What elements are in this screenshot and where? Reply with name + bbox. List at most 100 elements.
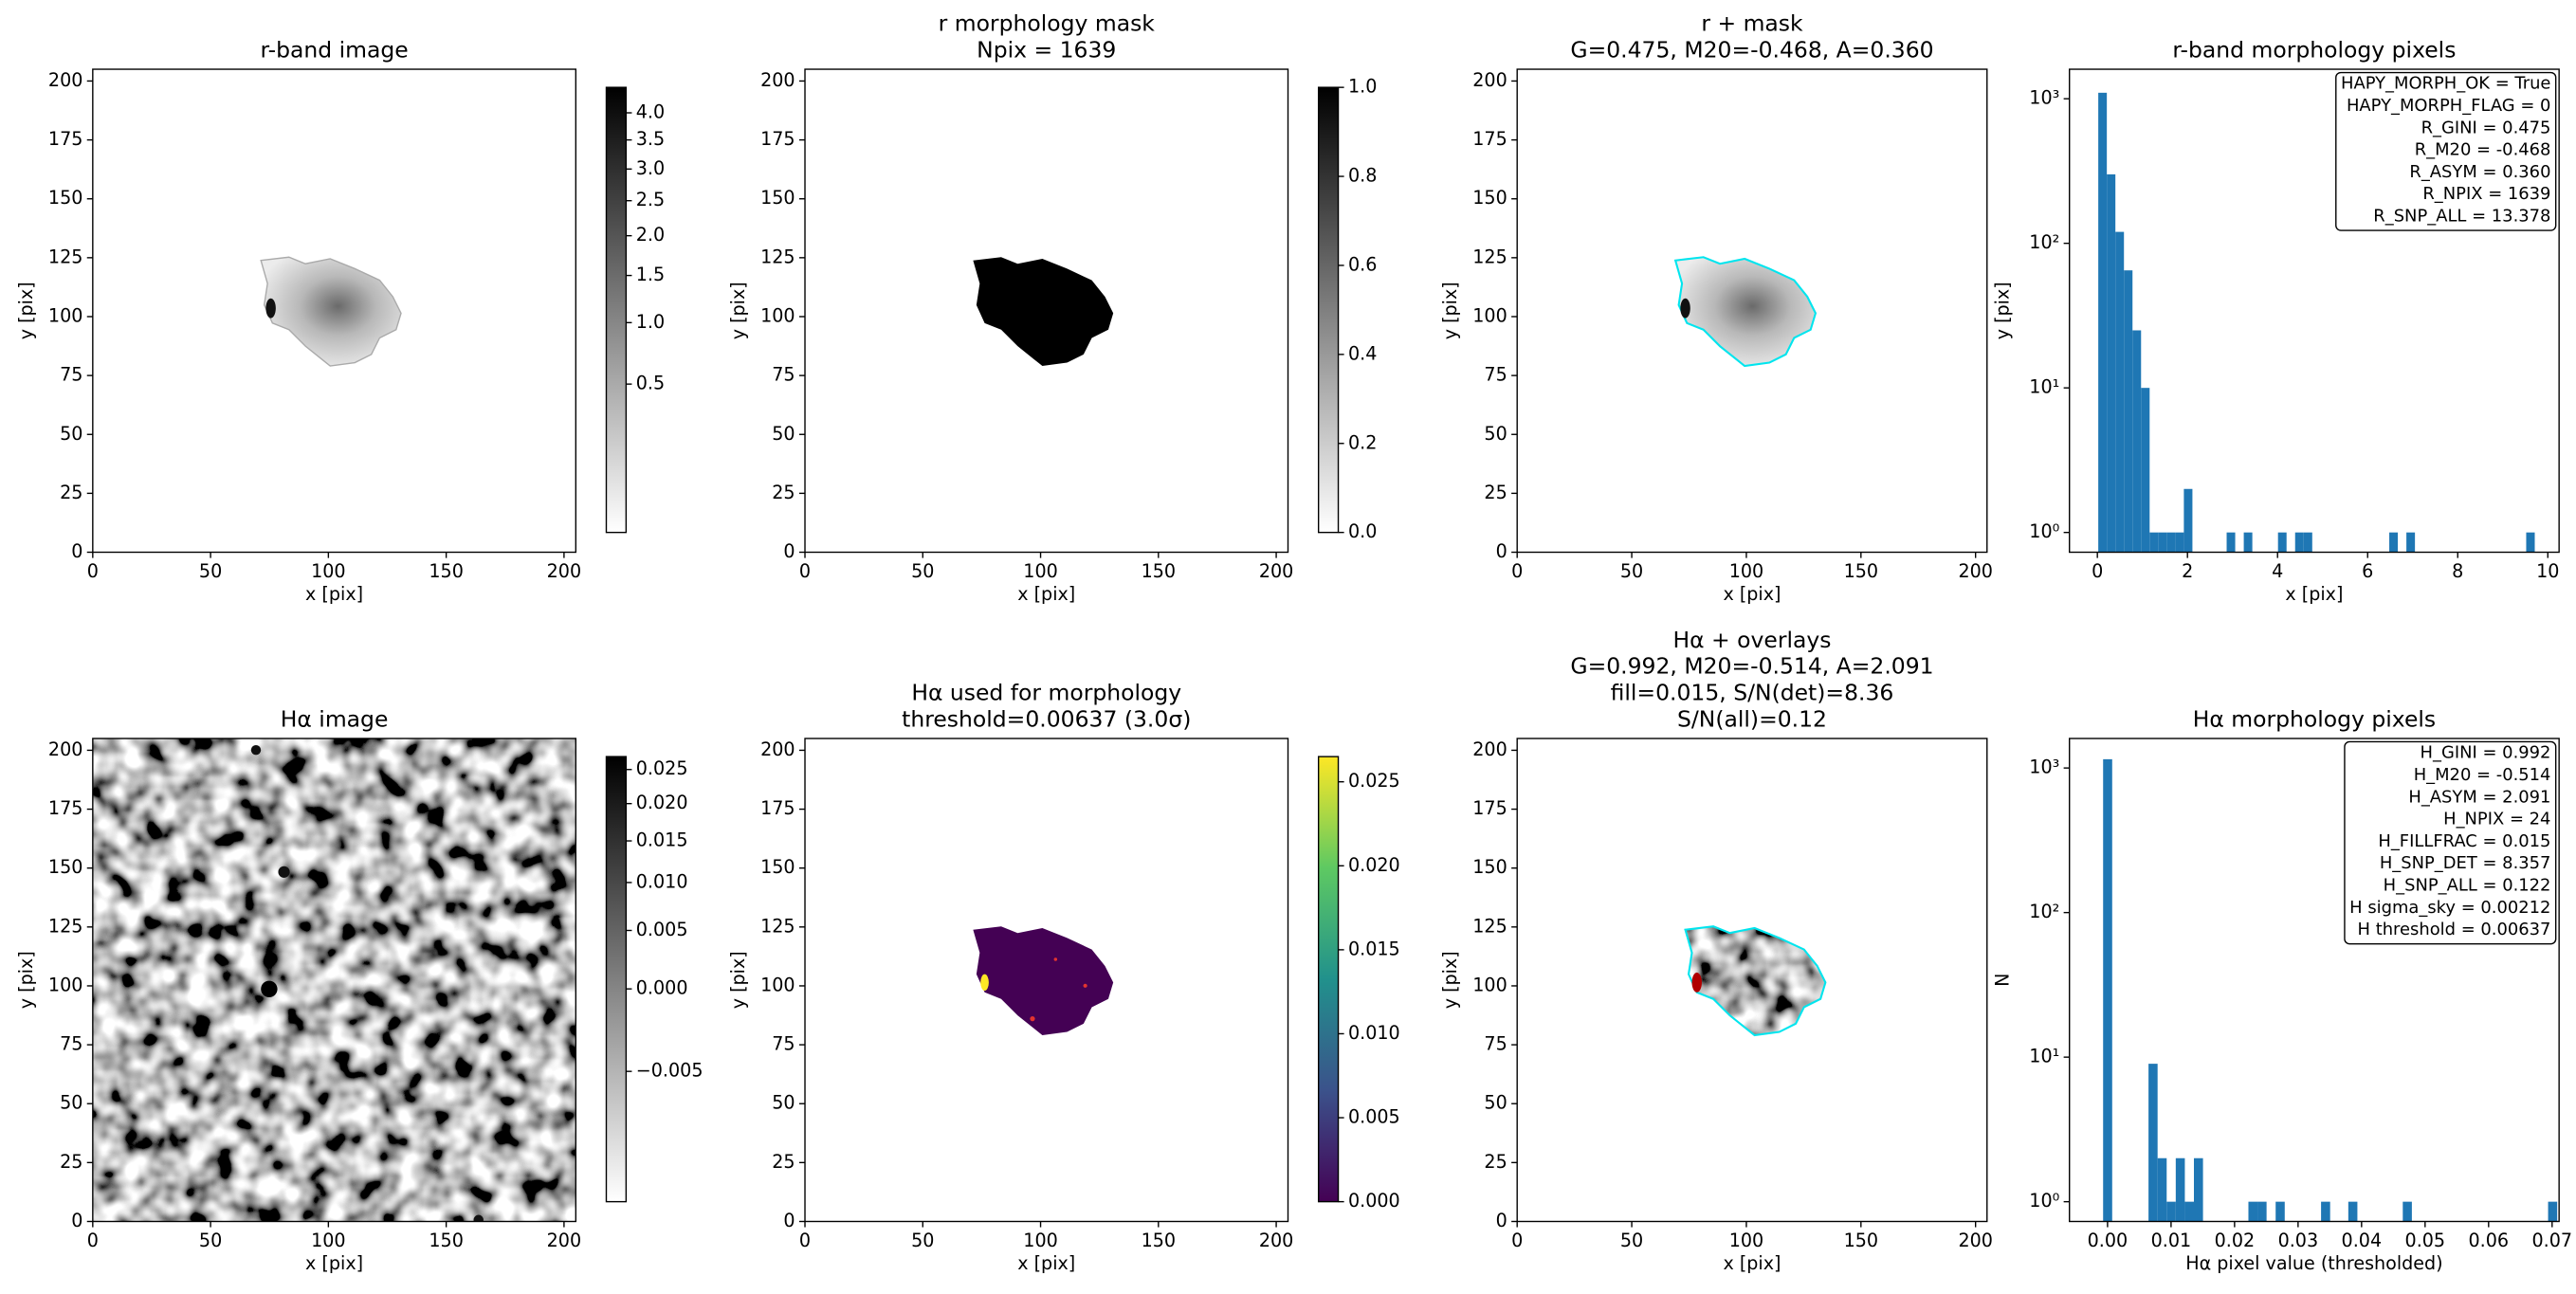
y-tick-label: 100: [48, 304, 82, 326]
x-axis-label: x [pix]: [305, 1252, 363, 1274]
hist-bar: [2321, 1201, 2330, 1222]
colorbar-tick-label: 2.5: [636, 189, 665, 210]
axes-frame: [2069, 738, 2560, 1223]
r-mask-overlay-image: [1674, 256, 1817, 368]
y-tick-label: 200: [48, 69, 82, 91]
y-tick-label: 25: [1484, 482, 1507, 503]
colorbar-tick-label: 0.025: [1348, 770, 1400, 792]
y-tick-label: 10²: [2029, 901, 2059, 922]
y-tick-label: 0: [71, 540, 82, 562]
x-tick-label: 0.06: [2469, 1230, 2510, 1251]
colorbar-tick-label: 0.000: [636, 977, 688, 999]
y-tick-label: 0: [1496, 540, 1507, 562]
y-tick-label: 150: [1472, 856, 1507, 878]
x-tick-label: 8: [2452, 560, 2463, 582]
y-tick-label: 100: [1472, 974, 1507, 995]
x-tick-label: 0: [799, 560, 811, 582]
y-tick-label: 125: [760, 915, 795, 937]
hist-bar: [2175, 1157, 2185, 1222]
annotation-text: H_GINI = 0.992: [2421, 743, 2551, 763]
axes-frame: [92, 68, 577, 554]
y-tick-label: 50: [1484, 423, 1507, 445]
chart-title: G=0.475, M20=-0.468, A=0.360: [1570, 36, 1933, 63]
y-tick-label: 50: [772, 1092, 795, 1114]
x-tick-label: 0.01: [2151, 1230, 2192, 1251]
x-axis-label: x [pix]: [2285, 583, 2343, 605]
hist-bar: [2184, 1201, 2195, 1222]
hist-bar: [2294, 532, 2304, 553]
colorbar-tick-label: 0.005: [636, 919, 688, 940]
hist-bar: [2277, 532, 2287, 553]
hist-bar: [2107, 173, 2116, 553]
annotation-text: R_NPIX = 1639: [2422, 184, 2550, 204]
annotation-text: HAPY_MORPH_OK = True: [2341, 74, 2550, 94]
colorbar-tick-label: 0.2: [1348, 431, 1377, 453]
y-axis-label: y [pix]: [15, 951, 37, 1009]
colorbar-tick-label: 1.5: [636, 264, 665, 285]
hist-bar: [2115, 231, 2125, 553]
x-tick-label: 0.05: [2405, 1230, 2446, 1251]
hist-bar: [2158, 532, 2167, 553]
y-tick-label: 150: [48, 187, 82, 209]
hist-bar: [2166, 1201, 2176, 1222]
annotation-text: R_SNP_ALL = 13.378: [2373, 206, 2550, 226]
x-tick-label: 50: [911, 1230, 934, 1251]
r-band-image: [260, 256, 402, 367]
hist-bar: [2166, 532, 2176, 553]
x-tick-label: 200: [547, 560, 581, 582]
colorbar-tick-label: 0.000: [1348, 1190, 1400, 1212]
y-tick-label: 175: [1472, 797, 1507, 819]
hist-bar: [2275, 1201, 2285, 1222]
annotation-text: R_M20 = -0.468: [2415, 140, 2551, 160]
hist-bar: [2098, 92, 2108, 553]
y-axis-label: y [pix]: [1992, 282, 2014, 339]
colorbar-tick-label: 0.0: [1348, 520, 1377, 542]
y-tick-label: 100: [760, 974, 795, 995]
annotation-text: HAPY_MORPH_FLAG = 0: [2347, 96, 2551, 116]
colorbar-tick-label: 0.015: [1348, 938, 1400, 959]
x-axis-label: x [pix]: [1723, 1252, 1781, 1274]
y-tick-label: 100: [760, 304, 795, 326]
x-tick-label: 150: [429, 1230, 463, 1251]
x-tick-label: 0: [1511, 560, 1523, 582]
y-tick-label: 125: [48, 246, 82, 267]
y-tick-label: 100: [1472, 304, 1507, 326]
y-tick-label: 25: [772, 1151, 795, 1173]
colorbar-tick-label: 0.025: [636, 757, 688, 779]
colorbar-tick-label: 0.8: [1348, 165, 1377, 187]
y-tick-label: 200: [48, 738, 82, 760]
x-axis-label: x [pix]: [1723, 583, 1781, 605]
annotation-text: H_SNP_DET = 8.357: [2380, 853, 2551, 873]
y-tick-label: 10³: [2029, 756, 2059, 778]
colorbar-tick-label: 3.5: [636, 128, 665, 150]
hist-bar: [2402, 1201, 2412, 1222]
x-tick-label: 0.03: [2278, 1230, 2319, 1251]
colorbar: [1317, 86, 1340, 534]
axes-frame: [1516, 68, 1988, 554]
halpha-image: [92, 738, 576, 1222]
hist-bar: [2149, 532, 2159, 553]
annotation-text: R_ASYM = 0.360: [2409, 162, 2550, 182]
x-tick-label: 2: [2182, 560, 2193, 582]
y-tick-label: 125: [760, 246, 795, 267]
y-tick-label: 25: [60, 1151, 82, 1173]
hist-bar: [2548, 1201, 2558, 1222]
colorbar-tick-label: 0.015: [636, 829, 688, 851]
hist-bar: [2389, 532, 2399, 553]
colorbar-tick-label: 0.6: [1348, 253, 1377, 275]
x-tick-label: 50: [911, 560, 934, 582]
x-tick-label: 10: [2536, 560, 2559, 582]
hist-bar: [2183, 488, 2193, 553]
hist-bar: [2175, 532, 2184, 553]
chart-title: G=0.992, M20=-0.514, A=2.091: [1570, 653, 1933, 680]
x-tick-label: 0: [1511, 1230, 1523, 1251]
x-tick-label: 150: [1844, 560, 1878, 582]
x-tick-label: 50: [199, 560, 222, 582]
y-tick-label: 10²: [2029, 231, 2059, 253]
y-tick-label: 125: [48, 915, 82, 937]
colorbar-tick-label: 0.4: [1348, 342, 1377, 364]
x-tick-label: 150: [1844, 1230, 1878, 1251]
hist-bar: [2348, 1201, 2358, 1222]
